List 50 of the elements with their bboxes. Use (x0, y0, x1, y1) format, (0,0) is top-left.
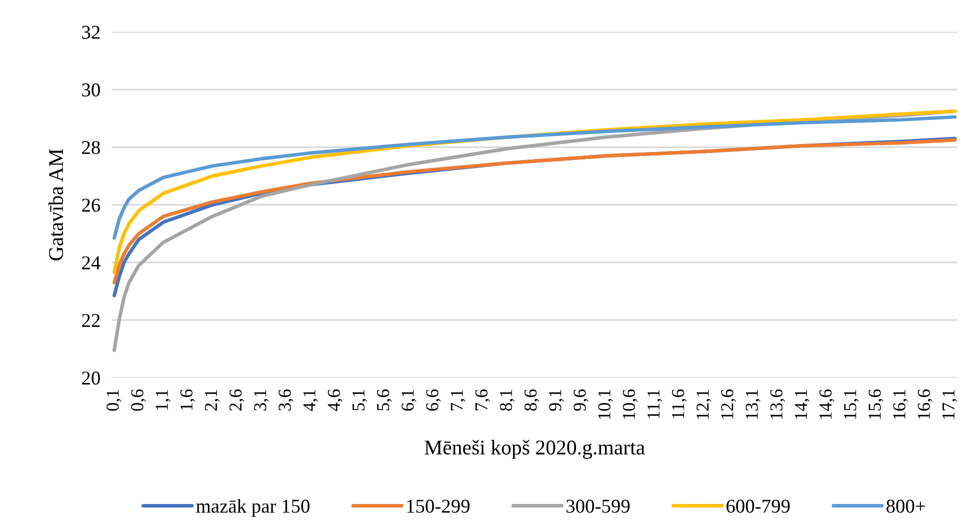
y-tick-label: 32 (82, 26, 100, 39)
x-tick-label: 4,6 (328, 389, 343, 412)
x-tick-label: 9,1 (549, 390, 564, 411)
x-tick-label: 1,6 (180, 389, 196, 410)
x-tick-label: 2,1 (204, 390, 220, 411)
y-tick-label: 20 (82, 372, 100, 385)
x-tick-label: 15,1 (844, 390, 859, 419)
x-tick-label: 10,6 (622, 389, 638, 419)
x-tick-label: 5,6 (377, 389, 392, 410)
x-tick-label: 0,6 (131, 389, 146, 411)
x-tick-label: 0,1 (106, 390, 122, 411)
x-tick-label: 3,1 (254, 390, 269, 411)
y-tick-label: 24 (82, 256, 100, 270)
x-tick-label: 10,1 (598, 390, 614, 419)
x-tick-label: 11,1 (647, 390, 662, 418)
x-tick-label: 7,6 (475, 389, 490, 410)
y-axis-title: Gatavība AM (48, 149, 64, 260)
x-tick-label: 1,1 (156, 390, 171, 410)
x-tick-label: 14,6 (820, 389, 834, 419)
legend-label: 800+ (886, 500, 925, 513)
legend-label: 150-299 (407, 500, 470, 513)
x-tick-label: 9,6 (574, 389, 588, 411)
legend-label: mazāk par 150 (196, 499, 310, 517)
x-tick-label: 4,1 (303, 390, 318, 412)
x-tick-label: 8,1 (500, 390, 515, 411)
legend-label: 300-599 (566, 500, 630, 513)
x-tick-label: 13,1 (746, 390, 761, 419)
legend-label: 600-799 (726, 500, 790, 513)
line-series (112, 115, 957, 240)
x-tick-label: 11,6 (672, 389, 687, 418)
y-tick-label: 26 (82, 198, 100, 212)
x-tick-label: 16,1 (893, 390, 908, 419)
x-tick-label: 7,1 (450, 390, 466, 410)
y-tick-label: 28 (82, 141, 100, 154)
x-tick-label: 8,6 (524, 389, 540, 411)
x-tick-label: 3,6 (278, 389, 294, 411)
x-tick-label: 6,1 (402, 390, 416, 411)
x-tick-label: 5,1 (352, 390, 368, 410)
x-tick-label: 6,6 (426, 389, 441, 411)
x-tick-label: 14,1 (794, 390, 810, 419)
x-tick-label: 17,1 (942, 390, 958, 419)
x-tick-label: 13,6 (770, 389, 786, 419)
x-tick-label: 12,6 (721, 389, 736, 419)
y-tick-label: 22 (82, 314, 100, 327)
x-axis-title: Mēneši kopš 2020.g.marta (424, 440, 645, 459)
x-tick-label: 12,1 (696, 390, 712, 419)
x-tick-label: 16,6 (918, 389, 933, 419)
x-tick-label: 15,6 (868, 389, 884, 419)
y-tick-label: 30 (82, 83, 100, 96)
x-tick-label: 2,6 (230, 389, 244, 411)
